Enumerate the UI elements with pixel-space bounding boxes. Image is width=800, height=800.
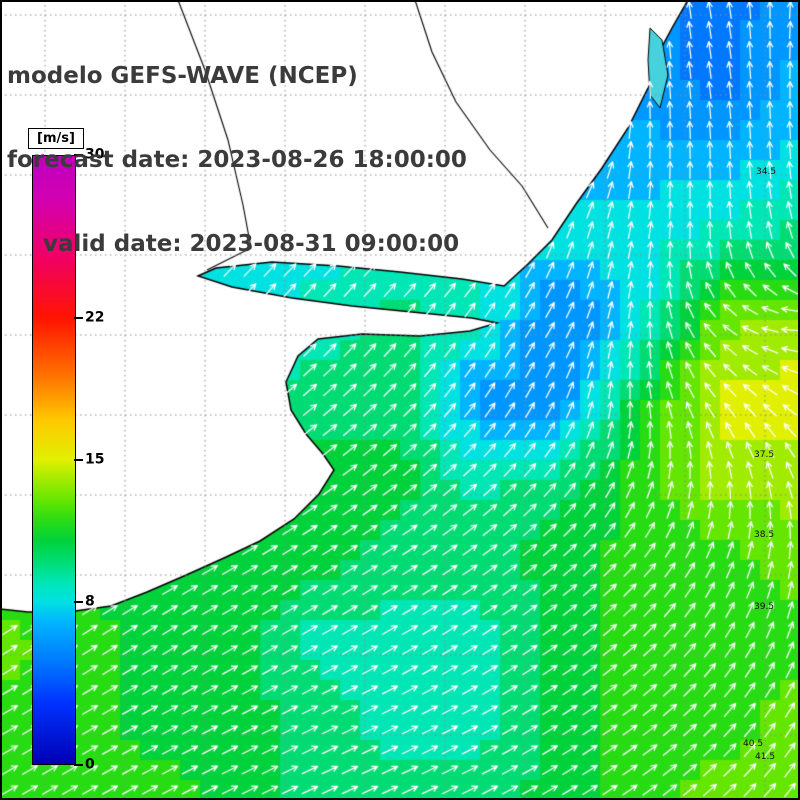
forecast-date: forecast date: 2023-08-26 18:00:00: [7, 147, 467, 173]
colorbar-tick-mark: [74, 601, 83, 604]
colorbar-tick-label: 15: [85, 451, 105, 468]
valid-date: valid date: 2023-08-31 09:00:00: [43, 231, 460, 257]
colorbar-tick-label: 8: [85, 594, 95, 611]
latitude-label: 41.5: [755, 752, 776, 762]
latitude-label: 38.5: [754, 530, 775, 540]
latitude-label: 34.5: [756, 167, 777, 177]
model-name: modelo GEFS-WAVE (NCEP): [7, 63, 358, 89]
colorbar-tick-mark: [74, 459, 83, 461]
colorbar-tick-mark: [74, 154, 83, 156]
colorbar-tick-mark: [74, 764, 83, 766]
colorbar-tick-label: 30: [85, 146, 105, 163]
latitude-label: 40.5: [743, 739, 764, 749]
colorbar-tick-label: 0: [85, 756, 95, 773]
colorbar-tick-label: 22: [85, 309, 105, 326]
title-block: modelo GEFS-WAVE (NCEP) forecast date: 2…: [7, 6, 467, 314]
colorbar-tick-mark: [74, 316, 83, 319]
colorbar-unit-label: [m/s]: [28, 128, 84, 149]
latitude-label: 37.5: [754, 450, 775, 460]
latitude-label: 39.5: [754, 602, 775, 612]
